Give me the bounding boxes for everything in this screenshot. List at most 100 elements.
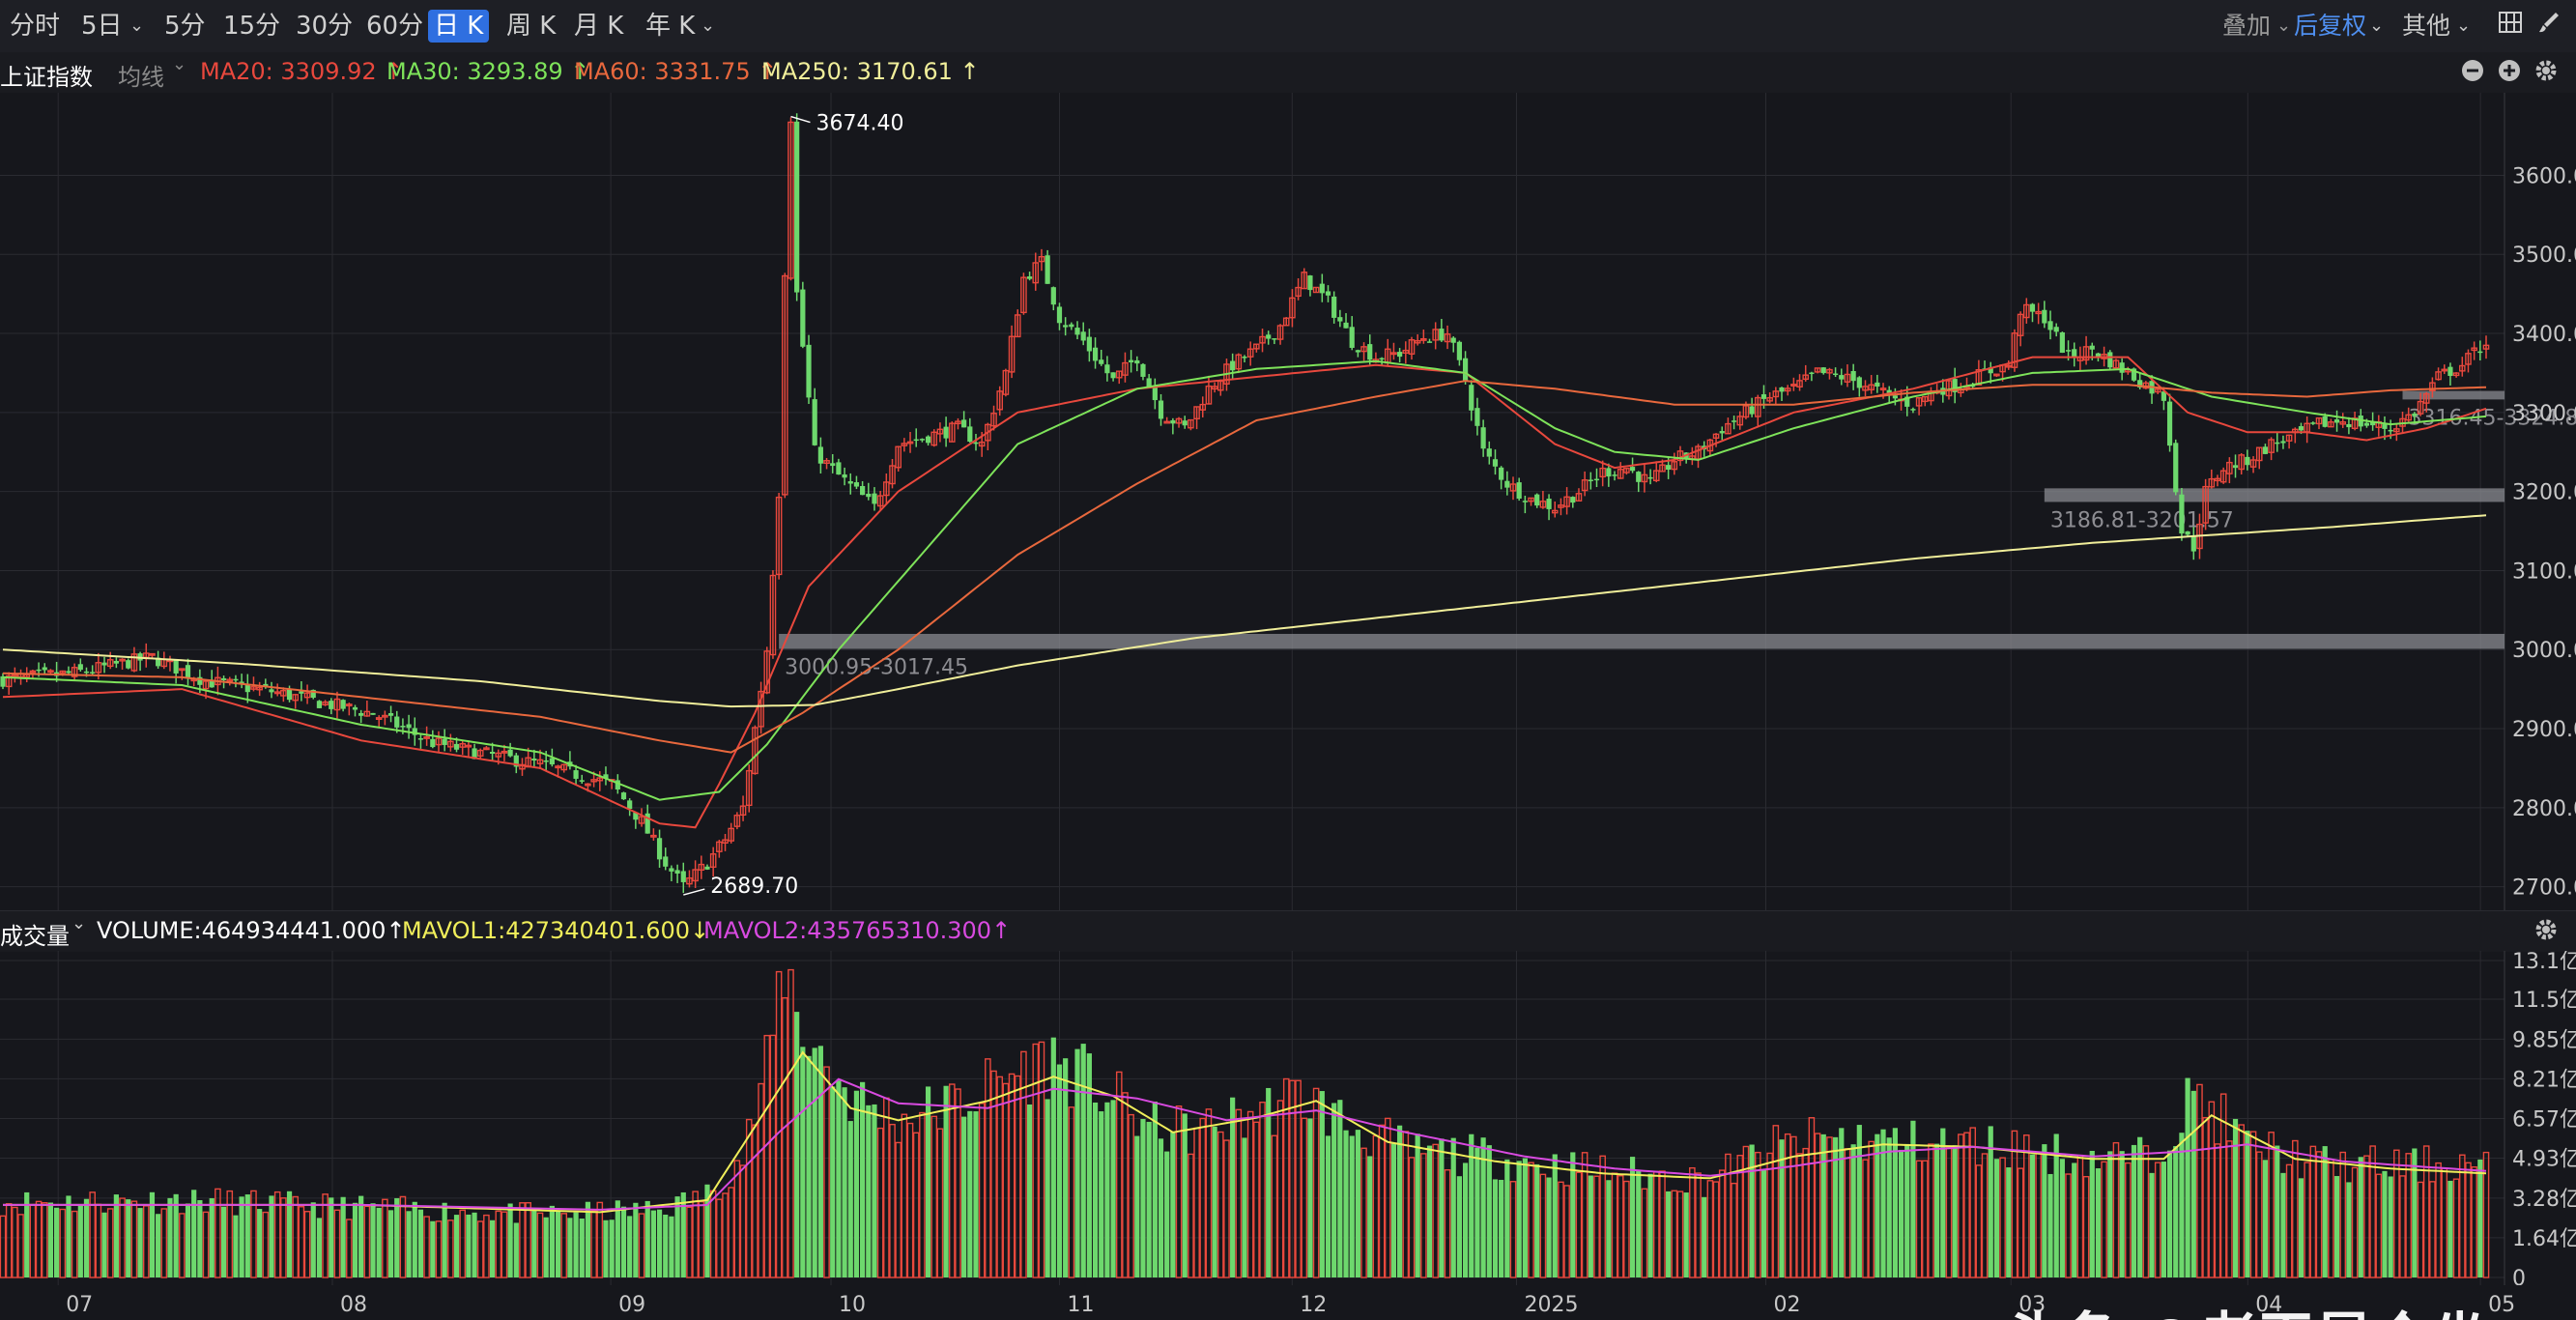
volume-bar <box>1647 1173 1653 1277</box>
candle <box>2285 434 2293 442</box>
volume-bar <box>507 1203 513 1277</box>
volume-bar <box>1814 1133 1821 1278</box>
volume-bar <box>1020 1050 1027 1278</box>
overlay-button[interactable]: 叠加 <box>2222 12 2272 40</box>
volume-bar <box>560 1213 568 1278</box>
volume-bar <box>549 1205 555 1277</box>
candle <box>1050 287 1056 305</box>
volume-bar <box>1242 1137 1247 1277</box>
tab-weekly-k[interactable]: 周 K <box>506 12 557 41</box>
chevron-down-icon[interactable]: ⌄ <box>2276 15 2292 36</box>
candle <box>310 689 316 699</box>
volume-bar <box>895 1141 902 1278</box>
ma-selector[interactable]: 均线 <box>118 64 164 91</box>
candle <box>1235 354 1243 370</box>
candlestick-chart[interactable]: 3000.95-3017.453186.81-3201.573316.45-33… <box>0 93 2576 910</box>
adjust-button[interactable]: 后复权 <box>2294 12 2367 40</box>
tab-5day[interactable]: 5日 <box>81 12 123 41</box>
candle <box>358 712 364 716</box>
settings-gear-icon[interactable] <box>2533 917 2559 948</box>
tab-15min[interactable]: 15分 <box>223 12 281 41</box>
volume-bar <box>1784 1133 1791 1278</box>
tab-30min[interactable]: 30分 <box>296 12 354 41</box>
volume-bar <box>1235 1108 1243 1278</box>
candle <box>680 871 686 882</box>
tab-yearly-k[interactable]: 年 K <box>645 12 696 41</box>
candle <box>2388 429 2393 432</box>
volume-bar <box>215 1188 221 1278</box>
volume-bar <box>1599 1155 1606 1278</box>
x-tick-label: 11 <box>1068 1293 1095 1317</box>
volume-chart[interactable]: 13.1亿 11.5亿 9.85亿 8.21亿 6.57亿 4.93亿 3.28亿 1.64亿… <box>0 951 2576 1285</box>
chevron-down-icon[interactable]: ⌄ <box>701 15 716 36</box>
tab-fenshi[interactable]: 分时 <box>10 12 61 41</box>
candle <box>1875 382 1880 387</box>
volume-bar <box>2082 1175 2090 1278</box>
settings-gear-icon[interactable] <box>2533 58 2559 89</box>
candle <box>2405 414 2412 421</box>
brush-icon[interactable] <box>2536 10 2562 43</box>
candle <box>573 770 579 779</box>
volume-bar <box>1216 1131 1224 1278</box>
grid-icon[interactable] <box>2498 10 2523 43</box>
candle <box>1636 472 1642 482</box>
volume-bar <box>1397 1125 1403 1277</box>
candle <box>2042 309 2047 324</box>
candle <box>698 863 705 871</box>
volume-bar <box>412 1201 417 1277</box>
candle <box>406 724 412 729</box>
volume-bar <box>866 1105 872 1277</box>
volume-bar <box>394 1197 400 1277</box>
chevron-down-icon[interactable]: ⌄ <box>2369 15 2385 36</box>
zoom-out-icon[interactable] <box>2460 58 2485 89</box>
tab-5min[interactable]: 5分 <box>164 12 206 41</box>
volume-bar <box>1199 1117 1207 1278</box>
volume-bar <box>1038 1041 1045 1278</box>
volume-bar <box>573 1212 579 1277</box>
volume-bar <box>633 1202 639 1277</box>
volume-bar <box>1045 1099 1050 1277</box>
zoom-in-icon[interactable] <box>2497 58 2522 89</box>
volume-bar <box>585 1201 591 1277</box>
volume-bar <box>29 1203 37 1278</box>
tab-60min[interactable]: 60分 <box>366 12 424 41</box>
volume-bar <box>1606 1180 1612 1277</box>
volume-bar <box>2214 1143 2221 1278</box>
volume-bar <box>1492 1179 1499 1277</box>
volume-bar <box>1629 1157 1636 1277</box>
candle <box>579 780 585 782</box>
volume-bar <box>1945 1146 1953 1278</box>
volume-indicator-selector[interactable]: 成交量 <box>0 923 70 950</box>
volume-bar <box>1134 1135 1140 1277</box>
candle <box>2310 422 2316 424</box>
ma-line-ma20 <box>2 356 2487 829</box>
candle <box>1086 336 1092 352</box>
candle <box>2017 313 2024 336</box>
tab-daily-k[interactable]: 日 K <box>428 10 490 43</box>
chevron-down-icon[interactable]: ⌄ <box>172 54 187 74</box>
volume-bar <box>1940 1128 1946 1277</box>
volume-bar <box>1844 1148 1851 1278</box>
tab-monthly-k[interactable]: 月 K <box>574 12 624 41</box>
candle <box>1588 479 1593 481</box>
candle <box>1915 397 1923 407</box>
volume-bar <box>1575 1171 1583 1278</box>
chevron-down-icon[interactable]: ⌄ <box>2456 15 2472 36</box>
candle <box>119 658 126 662</box>
candle <box>513 755 519 767</box>
volume-bar <box>2315 1151 2323 1278</box>
chevron-down-icon[interactable]: ⌄ <box>72 913 87 933</box>
volume-bar <box>830 1086 836 1277</box>
chevron-down-icon[interactable]: ⌄ <box>129 15 145 36</box>
volume-bar <box>925 1086 931 1277</box>
candle <box>1742 405 1750 418</box>
volume-bar <box>1343 1130 1349 1277</box>
other-button[interactable]: 其他 <box>2402 12 2451 40</box>
volume-bar <box>310 1202 316 1277</box>
candle <box>1272 338 1277 340</box>
candle <box>1539 501 1547 508</box>
candle <box>2268 439 2275 453</box>
candle <box>560 763 568 771</box>
candle <box>1140 363 1146 377</box>
volume-bar <box>2405 1153 2412 1278</box>
